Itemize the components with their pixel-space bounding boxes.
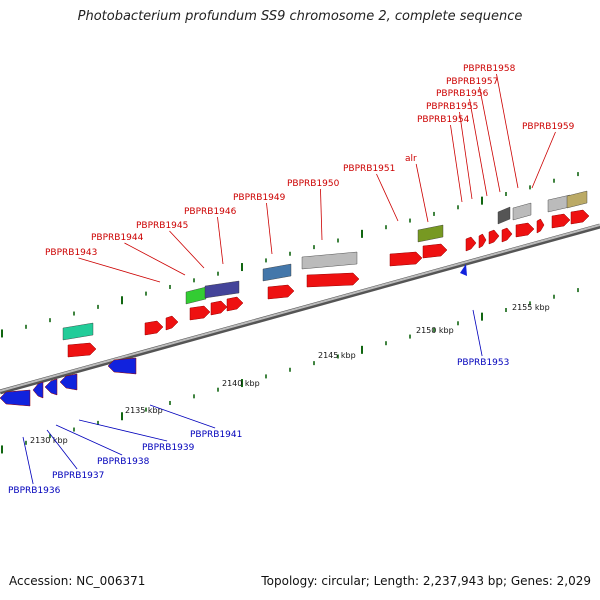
forward-gene-label: PBPRB1949: [233, 193, 286, 203]
forward-gene-arrow: [478, 233, 487, 249]
scale-label: 2130 kbp: [30, 436, 68, 445]
leader-line: [149, 404, 216, 429]
leader-line: [124, 242, 186, 276]
gene-labels: PBPRB1943 PBPRB1944 PBPRB1945 PBPRB1946 PBPR…: [8, 64, 575, 496]
forward-gene-label: PBPRB1959: [522, 122, 575, 132]
leader-line: [46, 429, 78, 470]
forward-gene-arrow: [422, 243, 448, 259]
forward-gene-arrow: [67, 342, 97, 358]
reverse-gene-arrow: [44, 378, 58, 396]
chromosome-backbone-highlight: [0, 224, 600, 392]
leader-line: [320, 188, 323, 241]
reverse-gene-label: PBPRB1936: [8, 486, 61, 496]
forward-gene-label: PBPRB1944: [91, 233, 144, 243]
cog-category-box: [512, 202, 532, 221]
forward-gene-label: PBPRB1950: [287, 179, 340, 189]
reverse-gene-arrow: [0, 389, 31, 407]
reverse-gene-arrow: [59, 373, 78, 391]
forward-gene-arrow: [465, 236, 477, 252]
forward-gene-arrow: [389, 251, 423, 267]
forward-gene-arrow: [551, 213, 571, 229]
forward-gene-arrow: [501, 227, 513, 243]
scale-label: 2145 kbp: [318, 351, 356, 360]
leader-line: [78, 419, 168, 442]
cog-category-box: [497, 206, 511, 225]
reverse-gene-arrow: [460, 264, 467, 276]
forward-gene-label: PBPRB1958: [463, 64, 516, 74]
cog-category-box: [185, 286, 207, 305]
leader-line: [266, 202, 273, 255]
cog-category-box: [566, 190, 588, 209]
scale-label: 2155 kbp: [512, 303, 550, 312]
accession-text: Accession: NC_006371: [9, 574, 146, 588]
cog-category-box: [62, 322, 94, 341]
forward-gene-label: PBPRB1956: [436, 89, 489, 99]
leader-line: [217, 216, 224, 265]
leader-line: [496, 73, 519, 189]
forward-gene-arrow: [267, 284, 295, 300]
reverse-gene-arrow: [32, 381, 44, 399]
forward-gene-label: PBPRB1951: [343, 164, 395, 174]
cog-category-box: [262, 263, 292, 282]
scale-label: 2135 kbp: [125, 406, 163, 415]
leader-line: [472, 309, 483, 357]
forward-gene-arrow: [144, 320, 164, 336]
scale-label: 2140 kbp: [222, 379, 260, 388]
leader-line: [531, 131, 556, 189]
reverse-gene-label: PBPRB1937: [52, 471, 104, 481]
leader-line: [376, 173, 399, 222]
leader-line: [415, 163, 429, 223]
label-leaders: [22, 73, 556, 485]
forward-gene-label: PBPRB1957: [446, 77, 498, 87]
forward-gene-arrow: [515, 222, 535, 238]
forward-gene-label: PBPRB1943: [45, 248, 97, 258]
leader-line: [55, 424, 123, 456]
leader-line: [22, 436, 34, 485]
leader-line: [479, 86, 501, 193]
cog-category-box: [301, 251, 358, 270]
reverse-gene-label: PBPRB1953: [457, 358, 509, 368]
forward-gene-arrow: [226, 296, 244, 312]
gene-features: [0, 190, 590, 407]
forward-gene-label: alr: [405, 154, 417, 164]
forward-gene-arrow: [210, 300, 228, 316]
forward-gene-label: PBPRB1945: [136, 221, 188, 231]
reverse-gene-arrow: [107, 357, 137, 375]
forward-gene-arrow: [189, 305, 211, 321]
tick-marks: 2130 kbp 2135 kbp 2140 kbp 2145 kbp 2150 kbp…: [1, 172, 579, 454]
reverse-gene-label: PBPRB1939: [142, 443, 195, 453]
cog-category-box: [204, 280, 240, 299]
reverse-gene-label: PBPRB1938: [97, 457, 150, 467]
forward-gene-arrow: [488, 229, 500, 245]
forward-gene-label: PBPRB1954: [417, 115, 470, 125]
leader-line: [78, 257, 161, 283]
map-title: Photobacterium profundum SS9 chromosome …: [77, 9, 523, 24]
forward-gene-arrow: [536, 218, 545, 234]
reverse-gene-label: PBPRB1941: [190, 430, 242, 440]
forward-gene-label: PBPRB1946: [184, 207, 237, 217]
leader-line: [450, 124, 463, 203]
scale-label: 2150 kbp: [416, 326, 454, 335]
leader-line: [469, 98, 488, 197]
forward-gene-arrow: [570, 209, 590, 225]
forward-gene-arrow: [306, 272, 360, 288]
leader-line: [169, 230, 205, 269]
forward-gene-arrow: [165, 315, 179, 331]
forward-gene-label: PBPRB1955: [426, 102, 478, 112]
cog-category-box: [417, 224, 444, 243]
topology-text: Topology: circular; Length: 2,237,943 bp…: [261, 574, 591, 588]
leader-line: [459, 111, 473, 200]
cog-category-box: [547, 194, 571, 213]
